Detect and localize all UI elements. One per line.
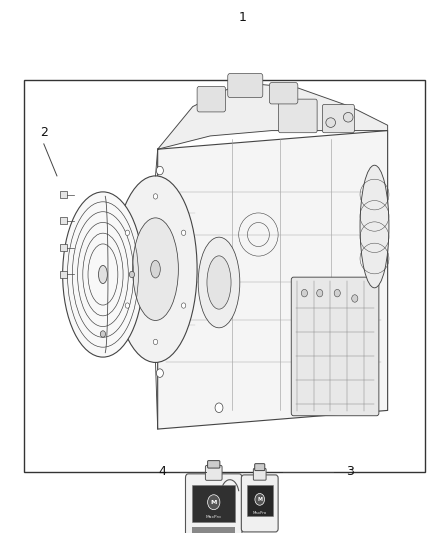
Bar	[60, 217, 67, 224]
Text: M: M	[257, 497, 262, 502]
FancyBboxPatch shape	[253, 469, 266, 480]
Ellipse shape	[255, 494, 265, 505]
Bar	[192, 485, 236, 521]
FancyBboxPatch shape	[291, 277, 379, 416]
FancyBboxPatch shape	[205, 465, 222, 480]
Bar	[60, 191, 67, 198]
Ellipse shape	[301, 289, 307, 297]
Ellipse shape	[100, 331, 106, 337]
Text: MaxPro: MaxPro	[206, 515, 222, 520]
Ellipse shape	[181, 303, 186, 308]
Ellipse shape	[334, 289, 340, 297]
Bar	[192, 527, 236, 533]
Text: 3: 3	[346, 465, 354, 478]
FancyBboxPatch shape	[269, 83, 298, 104]
Ellipse shape	[352, 295, 358, 302]
Ellipse shape	[133, 218, 178, 320]
Ellipse shape	[208, 495, 220, 510]
Ellipse shape	[215, 403, 223, 413]
FancyBboxPatch shape	[255, 464, 265, 471]
Ellipse shape	[125, 303, 130, 308]
Text: M: M	[211, 500, 217, 505]
FancyBboxPatch shape	[241, 475, 278, 532]
Ellipse shape	[181, 230, 186, 236]
FancyBboxPatch shape	[322, 104, 354, 133]
Ellipse shape	[326, 118, 336, 127]
Ellipse shape	[207, 256, 231, 309]
Text: MaxPro: MaxPro	[253, 511, 267, 514]
Ellipse shape	[198, 237, 240, 328]
Bar	[247, 484, 273, 516]
FancyBboxPatch shape	[197, 86, 226, 112]
FancyBboxPatch shape	[208, 461, 220, 468]
Bar	[24, 80, 425, 472]
Ellipse shape	[317, 289, 323, 297]
Polygon shape	[158, 131, 388, 429]
Ellipse shape	[153, 193, 158, 199]
Bar	[60, 271, 67, 278]
Ellipse shape	[114, 176, 197, 362]
Polygon shape	[158, 83, 388, 149]
Ellipse shape	[125, 230, 130, 236]
FancyBboxPatch shape	[228, 74, 263, 98]
Text: 4: 4	[158, 465, 166, 478]
Ellipse shape	[156, 166, 163, 175]
Ellipse shape	[99, 265, 107, 284]
Ellipse shape	[360, 165, 389, 288]
FancyBboxPatch shape	[279, 99, 317, 133]
Text: 1: 1	[239, 11, 247, 24]
Ellipse shape	[151, 260, 160, 278]
Ellipse shape	[343, 112, 353, 122]
Bar	[60, 244, 67, 251]
Ellipse shape	[156, 369, 163, 377]
FancyBboxPatch shape	[186, 474, 242, 533]
Ellipse shape	[63, 192, 143, 357]
Ellipse shape	[153, 339, 158, 344]
Text: 2: 2	[40, 126, 48, 139]
Ellipse shape	[129, 271, 134, 278]
